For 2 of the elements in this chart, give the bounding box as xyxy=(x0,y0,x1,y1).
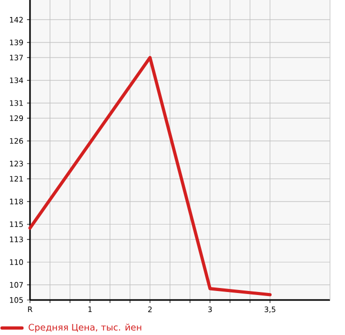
legend-label: Средняя Цена, тыс. йен xyxy=(28,324,142,332)
line-series xyxy=(28,56,272,296)
